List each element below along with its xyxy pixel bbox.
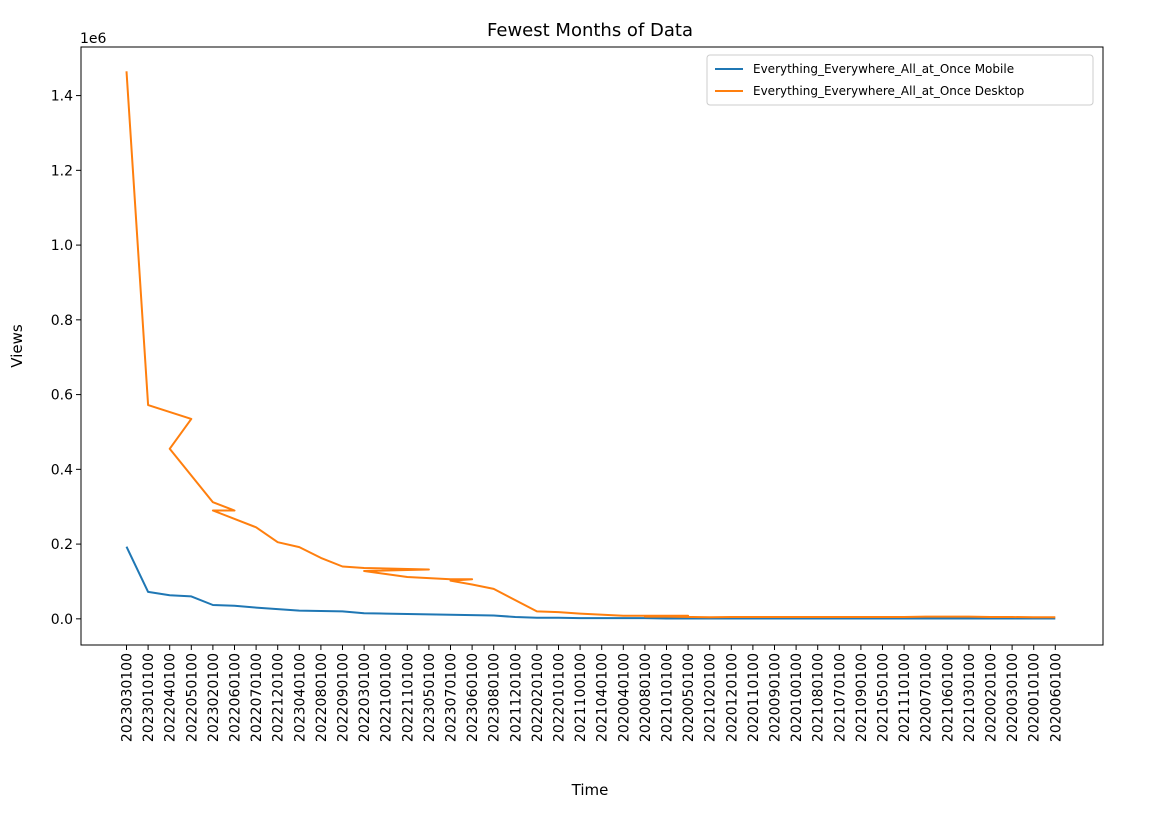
legend-frame <box>706 54 1094 106</box>
x-tick-label: 2020060100 <box>1048 653 1064 742</box>
x-tick-label: 2023030100 <box>120 653 136 742</box>
x-tick-label: 2020020100 <box>984 653 1000 742</box>
x-tick-label: 2022090100 <box>336 653 352 742</box>
legend: Everything_Everywhere_All_at_Once Mobile… <box>706 54 1094 106</box>
x-tick-label: 2023060100 <box>465 653 481 742</box>
x-tick-label: 2020110100 <box>746 653 762 742</box>
x-tick-label: 2022060100 <box>228 653 244 742</box>
x-tick-label: 2021020100 <box>703 653 719 742</box>
x-tick-label: 2022040100 <box>163 653 179 742</box>
x-tick-label: 2021050100 <box>876 653 892 742</box>
series-group <box>125 71 1056 620</box>
series-line-desktop <box>125 71 1056 619</box>
y-tick-label: 1.4 <box>51 89 73 105</box>
x-tick-label: 2020050100 <box>681 653 697 742</box>
y-tick-label: 0.8 <box>51 313 73 329</box>
y-axis-label: Views <box>8 324 26 368</box>
x-tick-label: 2022070100 <box>249 653 265 742</box>
x-tick-label: 2021090100 <box>854 653 870 742</box>
y-tick-label: 0.2 <box>51 537 73 553</box>
y-axis: 0.0 0.2 0.4 0.6 0.8 1.0 1.2 1.4 <box>51 89 81 628</box>
x-tick-label: 2020030100 <box>1005 653 1021 742</box>
y-tick-label: 0.0 <box>51 612 73 628</box>
y-tick-label: 1.0 <box>51 238 73 254</box>
x-tick-label: 2023080100 <box>487 653 503 742</box>
x-tick-label: 2020100100 <box>789 653 805 742</box>
x-tick-label: 2022010100 <box>552 653 568 742</box>
legend-entry-desktop: Everything_Everywhere_All_at_Once Deskto… <box>753 84 1024 98</box>
x-tick-label: 2020040100 <box>616 653 632 742</box>
x-tick-label: 2023070100 <box>444 653 460 742</box>
x-tick-label: 2021080100 <box>811 653 827 742</box>
legend-entry-mobile: Everything_Everywhere_All_at_Once Mobile <box>753 62 1014 76</box>
x-tick-label: 2020070100 <box>919 653 935 742</box>
x-tick-label: 2022080100 <box>314 653 330 742</box>
x-tick-label: 2020010100 <box>1027 653 1043 742</box>
x-tick-label: 2022050100 <box>184 653 200 742</box>
x-axis: 2023030100 2023010100 2022040100 2022050100… <box>120 645 1064 742</box>
x-tick-label: 2021060100 <box>940 653 956 742</box>
x-tick-label: 2022020100 <box>530 653 546 742</box>
chart-title: Fewest Months of Data <box>487 20 693 41</box>
x-tick-label: 2022100100 <box>379 653 395 742</box>
x-tick-label: 2021030100 <box>962 653 978 742</box>
series-line-mobile <box>125 546 1056 620</box>
x-tick-label: 2021110100 <box>897 653 913 742</box>
x-tick-label: 2021010100 <box>660 653 676 742</box>
x-tick-label: 2023010100 <box>141 653 157 742</box>
x-tick-label: 2020080100 <box>638 653 654 742</box>
x-tick-label: 2021120100 <box>508 653 524 742</box>
x-tick-label: 2023040100 <box>292 653 308 742</box>
x-tick-label: 2021070100 <box>832 653 848 742</box>
x-tick-label: 2023020100 <box>206 653 222 742</box>
x-tick-label: 2020090100 <box>768 653 784 742</box>
x-tick-label: 2020120100 <box>724 653 740 742</box>
y-tick-label: 0.6 <box>51 388 73 404</box>
x-tick-label: 2021100100 <box>573 653 589 742</box>
x-tick-label: 2022120100 <box>271 653 287 742</box>
x-axis-label: Time <box>571 781 609 799</box>
x-tick-label: 2021040100 <box>595 653 611 742</box>
y-tick-label: 0.4 <box>51 462 73 478</box>
x-tick-label: 2023050100 <box>422 653 438 742</box>
x-tick-label: 2022110100 <box>400 653 416 742</box>
plot-frame <box>80 46 1104 646</box>
y-scale-label: 1e6 <box>80 31 107 47</box>
y-tick-label: 1.2 <box>51 163 73 179</box>
x-tick-label: 2022030100 <box>357 653 373 742</box>
